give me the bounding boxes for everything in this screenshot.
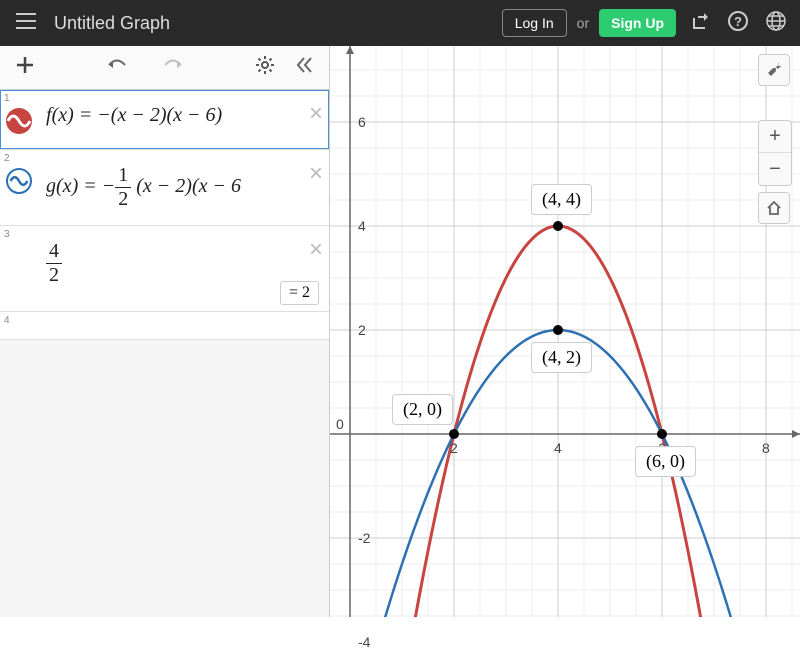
- top-bar: Untitled Graph Log In or Sign Up ?: [0, 0, 800, 46]
- help-icon[interactable]: ?: [724, 7, 752, 40]
- page-title[interactable]: Untitled Graph: [54, 13, 502, 34]
- globe-icon[interactable]: [762, 7, 790, 40]
- point-label[interactable]: (4, 4): [531, 184, 592, 215]
- redo-button[interactable]: [152, 50, 194, 85]
- empty-expression-row[interactable]: 4: [0, 312, 329, 340]
- signup-button[interactable]: Sign Up: [599, 9, 676, 37]
- x-tick-label: 4: [554, 440, 562, 456]
- expression-row[interactable]: 2 g(x) = −12 (x − 2)(x − 6 ×: [0, 150, 329, 226]
- y-tick-label: 6: [358, 114, 366, 130]
- settings-icon[interactable]: [245, 47, 285, 88]
- expression-row[interactable]: 3 42 × = 2: [0, 226, 329, 312]
- row-index: 3: [0, 226, 38, 311]
- delete-expression-icon[interactable]: ×: [309, 236, 323, 264]
- home-icon[interactable]: [758, 192, 790, 224]
- point-label[interactable]: (4, 2): [531, 342, 592, 373]
- y-tick-label: -2: [358, 530, 370, 546]
- expression-row[interactable]: 1 f(x) = −(x − 2)(x − 6) ×: [0, 90, 329, 150]
- or-label: or: [577, 15, 589, 31]
- origin-label: 0: [336, 416, 344, 432]
- login-button[interactable]: Log In: [502, 9, 567, 37]
- add-expression-button[interactable]: [6, 48, 44, 87]
- menu-icon[interactable]: [10, 7, 42, 40]
- expression-list: 1 f(x) = −(x − 2)(x − 6) × 2 g(x) = −12 …: [0, 90, 329, 312]
- x-tick-label: 2: [450, 440, 458, 456]
- expression-formula[interactable]: f(x) = −(x − 2)(x − 6): [38, 90, 329, 149]
- share-icon[interactable]: [686, 7, 714, 40]
- row-index: 4: [0, 312, 329, 326]
- zoom-group: + −: [758, 120, 792, 186]
- delete-expression-icon[interactable]: ×: [309, 160, 323, 188]
- curve-color-icon[interactable]: [6, 108, 32, 134]
- x-tick-label: 8: [762, 440, 770, 456]
- expression-formula[interactable]: g(x) = −12 (x − 2)(x − 6: [38, 150, 329, 225]
- y-tick-label: -4: [358, 634, 370, 650]
- y-tick-label: 4: [358, 218, 366, 234]
- wrench-icon[interactable]: [758, 54, 790, 86]
- y-tick-label: 2: [358, 322, 366, 338]
- curve-color-icon[interactable]: [6, 168, 32, 194]
- sidebar-toolbar: [0, 46, 329, 90]
- zoom-in-button[interactable]: +: [759, 121, 791, 153]
- svg-text:?: ?: [734, 14, 742, 29]
- delete-expression-icon[interactable]: ×: [309, 100, 323, 128]
- point-label[interactable]: (6, 0): [635, 446, 696, 477]
- zoom-out-button[interactable]: −: [759, 153, 791, 185]
- undo-button[interactable]: [96, 50, 138, 85]
- collapse-sidebar-icon[interactable]: [285, 48, 323, 87]
- graph-area[interactable]: + − 2468-4-22460(2, 0)(4, 4)(4, 2)(6, 0): [330, 46, 800, 617]
- expression-sidebar: 1 f(x) = −(x − 2)(x − 6) × 2 g(x) = −12 …: [0, 46, 330, 617]
- point-label[interactable]: (2, 0): [392, 394, 453, 425]
- expression-result: = 2: [280, 281, 319, 305]
